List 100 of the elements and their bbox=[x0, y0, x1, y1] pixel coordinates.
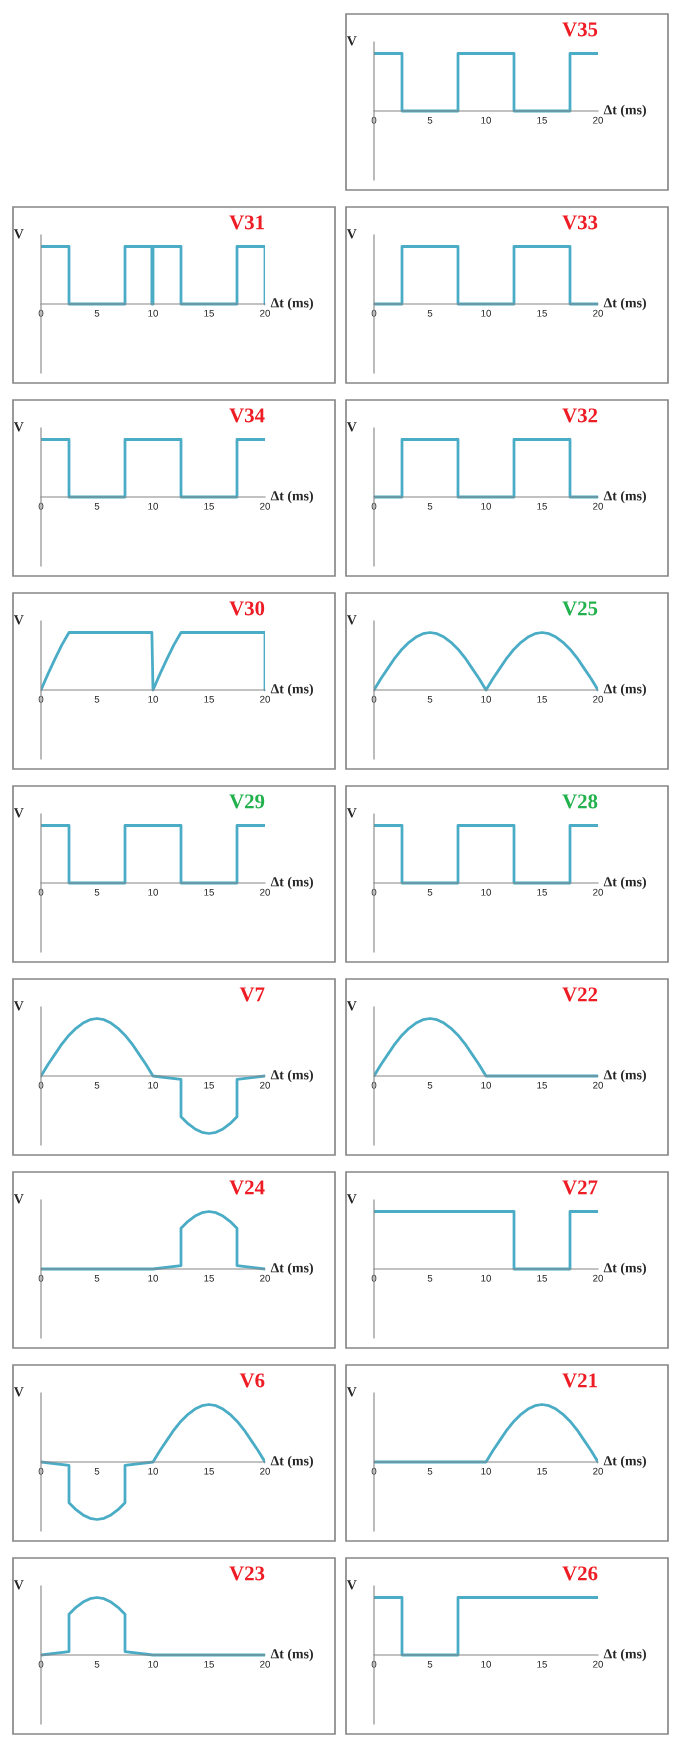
x-tick-label: 5 bbox=[427, 1467, 433, 1475]
x-tick-label: 10 bbox=[148, 888, 159, 896]
x-tick-label: 15 bbox=[537, 1274, 547, 1282]
x-tick-label: 15 bbox=[537, 1081, 547, 1089]
chart-title: V7 bbox=[239, 987, 265, 1002]
y-axis-title: V bbox=[13, 229, 24, 239]
x-tick-label: 20 bbox=[593, 309, 604, 317]
x-axis-title: Δt (ms) bbox=[603, 876, 646, 890]
x-tick-label: 20 bbox=[260, 309, 271, 317]
x-tick-label: 15 bbox=[537, 1467, 547, 1475]
x-tick-label: 0 bbox=[38, 695, 44, 703]
x-tick-label: 5 bbox=[427, 309, 433, 317]
x-tick-label: 0 bbox=[371, 116, 377, 124]
chart-title: V25 bbox=[562, 601, 598, 616]
x-tick-label: 10 bbox=[481, 1274, 492, 1282]
x-tick-label: 20 bbox=[593, 695, 604, 703]
y-axis-title: V bbox=[13, 1580, 24, 1590]
y-axis-title: V bbox=[346, 808, 357, 818]
x-tick-label: 20 bbox=[593, 502, 604, 510]
x-tick-label: 5 bbox=[94, 888, 100, 896]
x-tick-label: 20 bbox=[593, 888, 604, 896]
chart-title: V35 bbox=[562, 22, 598, 37]
x-axis-title: Δt (ms) bbox=[270, 490, 313, 504]
x-tick-label: 5 bbox=[427, 1274, 433, 1282]
x-tick-label: 5 bbox=[94, 309, 100, 317]
x-tick-label: 5 bbox=[427, 502, 433, 510]
x-tick-label: 10 bbox=[148, 1081, 159, 1089]
x-axis-title: Δt (ms) bbox=[603, 490, 646, 504]
y-axis-title: V bbox=[13, 1194, 24, 1204]
x-tick-label: 5 bbox=[427, 1081, 433, 1089]
x-tick-label: 0 bbox=[38, 1467, 44, 1475]
chart-title: V28 bbox=[562, 794, 598, 809]
x-axis-title: Δt (ms) bbox=[603, 1455, 646, 1469]
x-tick-label: 5 bbox=[94, 695, 100, 703]
y-axis-title: V bbox=[13, 1001, 24, 1011]
x-tick-label: 10 bbox=[148, 502, 159, 510]
x-axis-title: Δt (ms) bbox=[603, 104, 646, 118]
x-tick-label: 15 bbox=[537, 116, 547, 124]
chart-title: V21 bbox=[562, 1373, 597, 1388]
x-tick-label: 0 bbox=[371, 695, 377, 703]
x-tick-label: 0 bbox=[371, 1081, 377, 1089]
x-tick-label: 10 bbox=[481, 1081, 492, 1089]
x-tick-label: 15 bbox=[537, 502, 547, 510]
x-tick-label: 10 bbox=[481, 309, 492, 317]
x-tick-label: 5 bbox=[427, 1660, 433, 1668]
chart-title: V24 bbox=[229, 1180, 265, 1195]
x-tick-label: 20 bbox=[260, 695, 271, 703]
x-axis-title: Δt (ms) bbox=[603, 683, 646, 697]
x-axis-title: Δt (ms) bbox=[270, 876, 313, 890]
x-tick-label: 20 bbox=[260, 1660, 271, 1668]
x-tick-label: 10 bbox=[481, 888, 492, 896]
x-tick-label: 10 bbox=[481, 502, 492, 510]
x-tick-label: 10 bbox=[481, 116, 492, 124]
x-tick-label: 20 bbox=[593, 1660, 604, 1668]
x-axis-title: Δt (ms) bbox=[603, 1069, 646, 1083]
x-tick-label: 20 bbox=[593, 1274, 604, 1282]
x-axis-title: Δt (ms) bbox=[270, 297, 313, 311]
x-tick-label: 20 bbox=[260, 888, 271, 896]
chart-title: V29 bbox=[229, 794, 265, 809]
x-tick-label: 0 bbox=[371, 502, 377, 510]
x-axis-title: Δt (ms) bbox=[603, 297, 646, 311]
y-axis-title: V bbox=[346, 1387, 357, 1397]
x-tick-label: 0 bbox=[371, 1467, 377, 1475]
x-tick-label: 0 bbox=[38, 1660, 44, 1668]
chart-title: V27 bbox=[562, 1180, 598, 1195]
y-axis-title: V bbox=[346, 1580, 357, 1590]
x-tick-label: 15 bbox=[204, 502, 214, 510]
x-tick-label: 20 bbox=[260, 1467, 271, 1475]
x-tick-label: 15 bbox=[537, 888, 547, 896]
x-tick-label: 0 bbox=[38, 1081, 44, 1089]
x-tick-label: 20 bbox=[260, 1081, 271, 1089]
x-tick-label: 20 bbox=[593, 116, 604, 124]
x-tick-label: 15 bbox=[204, 1274, 214, 1282]
x-tick-label: 5 bbox=[94, 502, 100, 510]
x-tick-label: 20 bbox=[260, 502, 271, 510]
x-tick-label: 10 bbox=[148, 309, 159, 317]
x-tick-label: 5 bbox=[94, 1467, 100, 1475]
x-tick-label: 10 bbox=[148, 1660, 159, 1668]
x-tick-label: 20 bbox=[593, 1467, 604, 1475]
x-tick-label: 15 bbox=[537, 695, 547, 703]
chart-title: V30 bbox=[229, 601, 265, 616]
x-tick-label: 0 bbox=[371, 309, 377, 317]
x-tick-label: 5 bbox=[94, 1660, 100, 1668]
x-axis-title: Δt (ms) bbox=[270, 1262, 313, 1276]
x-tick-label: 5 bbox=[94, 1274, 100, 1282]
x-tick-label: 0 bbox=[38, 309, 44, 317]
y-axis-title: V bbox=[13, 808, 24, 818]
chart-title: V23 bbox=[229, 1566, 265, 1581]
x-tick-label: 5 bbox=[427, 695, 433, 703]
y-axis-title: V bbox=[346, 1001, 357, 1011]
chart-title: V33 bbox=[562, 215, 598, 230]
x-tick-label: 5 bbox=[94, 1081, 100, 1089]
x-tick-label: 15 bbox=[537, 309, 547, 317]
chart-title: V6 bbox=[239, 1373, 265, 1388]
x-tick-label: 20 bbox=[593, 1081, 604, 1089]
y-axis-title: V bbox=[346, 229, 357, 239]
x-axis-title: Δt (ms) bbox=[270, 1069, 313, 1083]
x-tick-label: 15 bbox=[204, 888, 214, 896]
x-tick-label: 10 bbox=[481, 1660, 492, 1668]
x-tick-label: 10 bbox=[148, 1467, 159, 1475]
